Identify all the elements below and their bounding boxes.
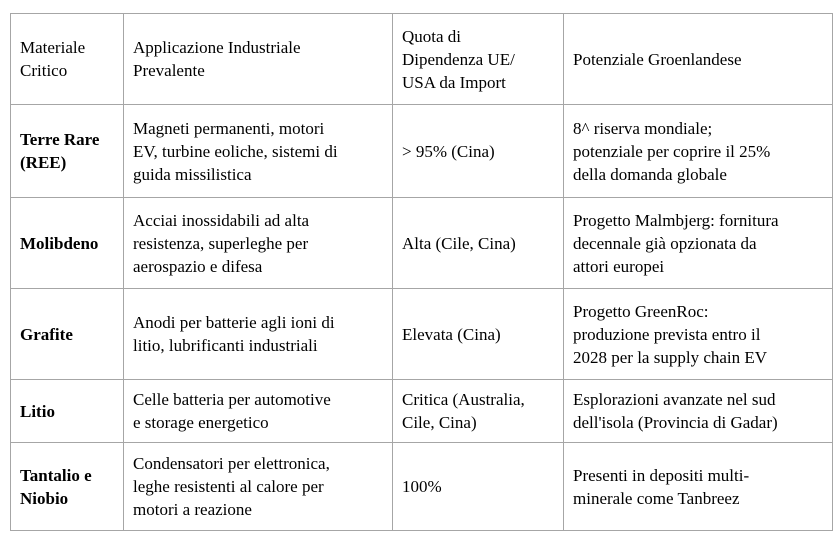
critical-materials-table: Materiale Critico Applicazione Industria… — [10, 13, 833, 531]
cell-greenland-potential: Progetto GreenRoc: produzione prevista e… — [563, 288, 833, 380]
cell-import-dependence: > 95% (Cina) — [392, 104, 564, 198]
cell-greenland-potential: Esplorazioni avanzate nel sud dell'isola… — [563, 379, 833, 443]
cell-greenland-potential: Presenti in depositi multi- minerale com… — [563, 442, 833, 531]
cell-application: Anodi per batterie agli ioni di litio, l… — [123, 288, 393, 380]
column-header-quota-dipendenza: Quota di Dipendenza UE/ USA da Import — [392, 13, 564, 105]
cell-application: Magneti permanenti, motori EV, turbine e… — [123, 104, 393, 198]
cell-material: Tantalio e Niobio — [10, 442, 124, 531]
cell-greenland-potential: Progetto Malmbjerg: fornitura decennale … — [563, 197, 833, 289]
table-row-grafite: Grafite Anodi per batterie agli ioni di … — [10, 288, 833, 380]
cell-application: Acciai inossidabili ad alta resistenza, … — [123, 197, 393, 289]
cell-application: Celle batteria per automotive e storage … — [123, 379, 393, 443]
cell-import-dependence: Elevata (Cina) — [392, 288, 564, 380]
cell-import-dependence: Critica (Australia, Cile, Cina) — [392, 379, 564, 443]
cell-import-dependence: 100% — [392, 442, 564, 531]
column-header-materiale-critico: Materiale Critico — [10, 13, 124, 105]
cell-greenland-potential: 8^ riserva mondiale; potenziale per copr… — [563, 104, 833, 198]
table-row-tantalio-niobio: Tantalio e Niobio Condensatori per elett… — [10, 442, 833, 531]
table-row-litio: Litio Celle batteria per automotive e st… — [10, 379, 833, 443]
cell-material: Molibdeno — [10, 197, 124, 289]
cell-material: Grafite — [10, 288, 124, 380]
cell-material: Terre Rare (REE) — [10, 104, 124, 198]
cell-application: Condensatori per elettronica, leghe resi… — [123, 442, 393, 531]
header-row: Materiale Critico Applicazione Industria… — [10, 13, 833, 105]
cell-import-dependence: Alta (Cile, Cina) — [392, 197, 564, 289]
column-header-potenziale-groenlandese: Potenziale Groenlandese — [563, 13, 833, 105]
table-row-molibdeno: Molibdeno Acciai inossidabili ad alta re… — [10, 197, 833, 289]
cell-material: Litio — [10, 379, 124, 443]
table-row-terre-rare: Terre Rare (REE) Magneti permanenti, mot… — [10, 104, 833, 198]
column-header-applicazione-industriale: Applicazione Industriale Prevalente — [123, 13, 393, 105]
